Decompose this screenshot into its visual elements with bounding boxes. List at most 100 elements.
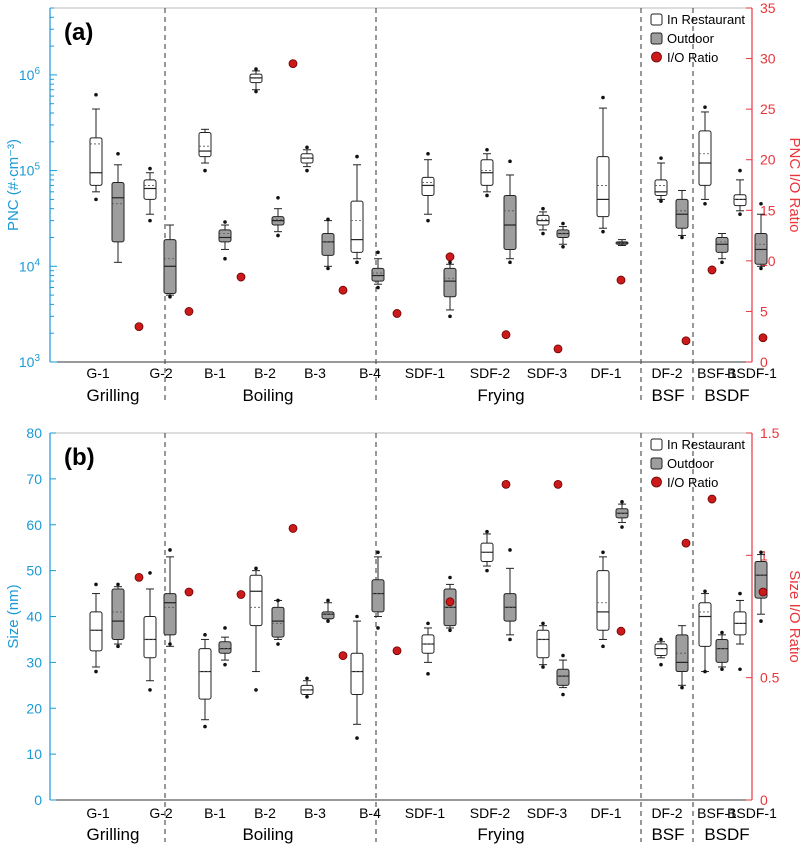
y2-tick-label: 30: [760, 51, 776, 67]
in-restaurant-outlier: [148, 688, 152, 692]
in-restaurant-outlier: [254, 89, 258, 94]
in-restaurant-outlier: [305, 145, 309, 150]
outdoor-outlier: [561, 221, 565, 226]
legend-out-swatch: [650, 32, 663, 45]
outdoor-outlier: [508, 260, 512, 265]
outdoor-box: [218, 641, 232, 654]
outdoor-outlier: [376, 285, 380, 290]
in-restaurant-box: [89, 137, 103, 186]
y2-tick-label: 35: [760, 0, 776, 16]
category-label: B-4: [359, 365, 381, 381]
in-restaurant-box: [198, 132, 212, 158]
in-restaurant-outlier: [426, 151, 430, 156]
io-ratio-dot: [392, 309, 402, 318]
in-restaurant-box: [350, 652, 364, 695]
outdoor-outlier: [326, 598, 330, 603]
io-ratio-dot: [392, 646, 402, 656]
group-label: Grilling: [87, 825, 140, 844]
y-tick-label: 50: [26, 563, 42, 579]
outdoor-box: [321, 233, 335, 256]
in-restaurant-outlier: [659, 156, 663, 160]
in-restaurant-box: [698, 130, 712, 186]
in-restaurant-outlier: [738, 667, 742, 672]
y2-tick-label: 5: [760, 303, 768, 319]
outdoor-outlier: [276, 195, 280, 200]
category-label: SDF-1: [405, 365, 446, 381]
outdoor-box: [715, 638, 729, 663]
in-restaurant-outlier: [355, 614, 359, 619]
outdoor-outlier: [680, 685, 684, 690]
outdoor-outlier: [561, 244, 565, 249]
in-restaurant-outlier: [426, 218, 430, 223]
legend-in-label: In Restaurant: [667, 12, 745, 27]
y-tick-label: 70: [26, 471, 42, 487]
y2-tick-label: 0.5: [760, 670, 780, 686]
group-label: BSF: [651, 825, 684, 844]
category-label: SDF-3: [527, 805, 568, 821]
io-ratio-dot: [707, 494, 717, 504]
outdoor-outlier: [326, 266, 330, 271]
in-restaurant-outlier: [541, 665, 545, 669]
in-restaurant-outlier: [355, 154, 359, 159]
y2-tick-label: 1.5: [760, 425, 780, 441]
outdoor-outlier: [759, 619, 763, 623]
in-restaurant-box: [249, 574, 263, 627]
category-label: B-2: [254, 805, 276, 821]
category-label: G-2: [149, 365, 173, 381]
io-ratio-dot: [236, 590, 246, 599]
group-label: Frying: [477, 386, 524, 405]
y-tick-label: 80: [26, 425, 42, 441]
in-restaurant-outlier: [355, 736, 359, 740]
outdoor-box: [503, 194, 517, 250]
outdoor-outlier: [508, 159, 512, 164]
y-tick-label: 30: [26, 654, 42, 670]
category-label: SDF-2: [470, 805, 511, 821]
outdoor-outlier: [448, 628, 452, 633]
category-label: BSDF-1: [727, 805, 777, 821]
category-label: B-4: [359, 805, 381, 821]
category-label: BSF-1: [697, 805, 737, 821]
in-restaurant-box: [350, 200, 364, 253]
in-restaurant-box: [733, 194, 747, 207]
y-tick-label: 105: [19, 162, 41, 179]
io-ratio-dot: [134, 322, 144, 332]
in-restaurant-outlier: [148, 166, 152, 171]
outdoor-outlier: [223, 220, 227, 224]
io-ratio-dot: [445, 597, 455, 607]
io-ratio-dot: [134, 572, 144, 582]
legend-ratio-label: I/O Ratio: [667, 50, 718, 65]
group-label: Boiling: [242, 825, 293, 844]
in-restaurant-outlier: [738, 212, 742, 217]
io-ratio-dot: [681, 336, 691, 346]
outdoor-outlier: [561, 692, 565, 697]
io-ratio-dot: [707, 265, 717, 275]
io-ratio-dot: [184, 307, 194, 316]
in-restaurant-outlier: [254, 566, 258, 571]
y2-axis-label: Size I/O Ratio: [786, 570, 800, 663]
in-restaurant-outlier: [94, 92, 98, 97]
in-restaurant-box: [143, 616, 157, 659]
outdoor-outlier: [720, 630, 724, 635]
y-tick-label: 104: [19, 257, 41, 274]
outdoor-box: [371, 579, 385, 613]
io-ratio-dot: [681, 538, 691, 548]
y-tick-label: 40: [26, 609, 42, 625]
outdoor-outlier: [620, 525, 624, 529]
legend-in-swatch: [650, 438, 663, 451]
y-tick-label: 0: [34, 792, 42, 808]
outdoor-outlier: [759, 201, 763, 206]
outdoor-box: [715, 236, 729, 253]
in-restaurant-box: [143, 179, 157, 200]
outdoor-outlier: [561, 653, 565, 658]
in-restaurant-box: [596, 570, 610, 631]
in-restaurant-outlier: [659, 662, 663, 667]
legend-out-swatch: [650, 457, 663, 470]
in-restaurant-outlier: [601, 550, 605, 555]
outdoor-box: [271, 606, 285, 638]
in-restaurant-outlier: [426, 621, 430, 626]
in-restaurant-outlier: [485, 147, 489, 152]
outdoor-outlier: [448, 314, 452, 319]
in-restaurant-outlier: [305, 676, 309, 681]
outdoor-outlier: [116, 151, 120, 156]
